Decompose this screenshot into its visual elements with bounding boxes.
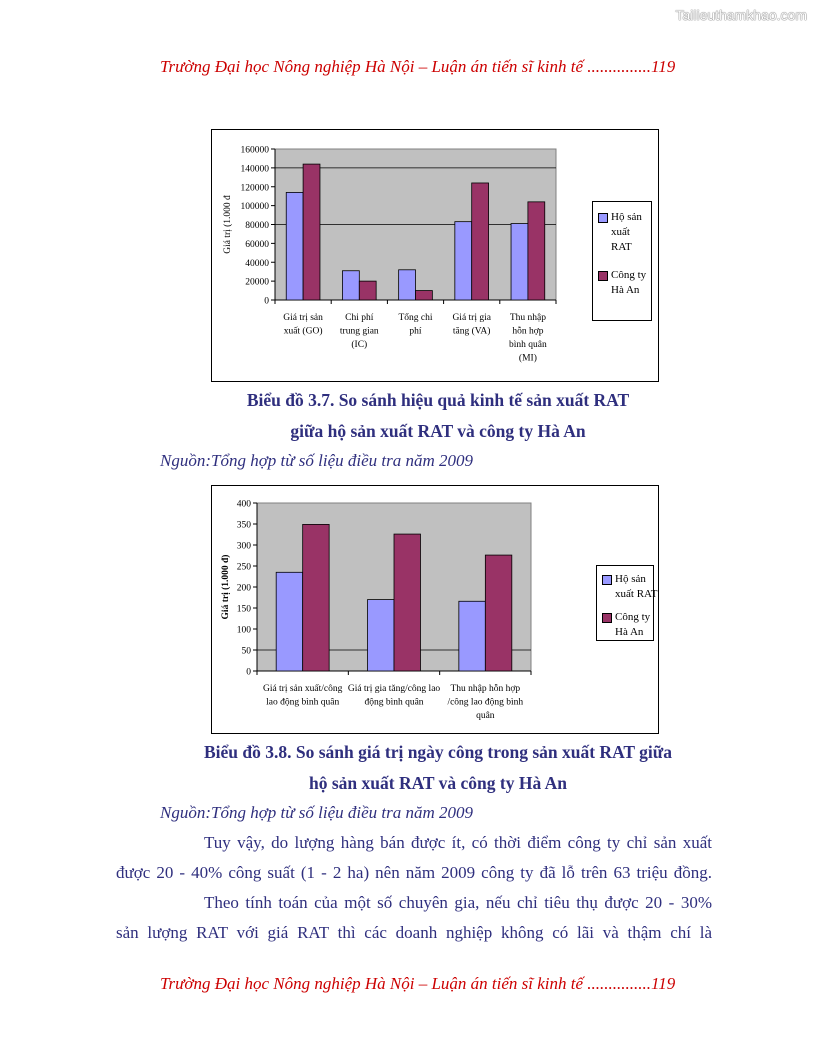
x-category-label: Giá trị gia tăng/công lao <box>348 684 441 694</box>
chart-3-8-svg: 0 50 100 150 200 250 300 350 400 Giá trị (1.000 đ… <box>220 500 532 721</box>
bar-cong-ty <box>302 524 330 672</box>
body-paragraph-1: Tuy vậy, do lượng hàng bán được ít, có t… <box>116 828 712 888</box>
bar-ho-san-xuat <box>285 192 304 301</box>
bar-cong-ty <box>471 182 489 301</box>
x-category-label: Giá trị gia <box>452 313 491 323</box>
legend-label: Công ty Hà An <box>615 611 651 638</box>
legend-swatch <box>602 575 612 585</box>
y-tick-label: 160000 <box>241 146 270 156</box>
watermark: Tailieuthamkhao.com <box>675 7 807 23</box>
y-tick-label: 140000 <box>241 164 270 174</box>
bar-cong-ty <box>527 201 546 301</box>
y-tick-label: 150 <box>237 605 252 615</box>
chart-figure-3-8: 0 50 100 150 200 250 300 350 400 Giá trị (1.000 đ… <box>211 485 659 734</box>
y-tick-label: 0 <box>246 668 251 678</box>
bar-cong-ty <box>415 290 433 301</box>
figure-3-8-caption-line1: Biểu đồ 3.8. So sánh giá trị ngày công t… <box>203 742 672 762</box>
bar-cong-ty <box>302 163 321 301</box>
chart-3-7-svg: 0 20000 40000 60000 80000 100000 120000 140000 1… <box>222 146 557 364</box>
y-tick-label: 350 <box>237 521 252 531</box>
y-tick-label: 200 <box>237 584 252 594</box>
body-paragraph-1-line-2: được 20 - 40% công suất (1 - 2 ha) nên n… <box>116 863 712 882</box>
chart-3-8-legend: Hộ sản xuất RAT Công ty Hà An <box>596 565 657 641</box>
bar-ho-san-xuat <box>510 223 529 301</box>
figure-3-7-caption-line1: Biểu đồ 3.7. So sánh hiệu quả kinh tế sả… <box>246 390 630 410</box>
figure-3-7-caption-line2: giữa hộ sản xuất RAT và công ty Hà An <box>290 421 586 441</box>
bar-ho-san-xuat <box>342 270 360 301</box>
legend-swatch <box>602 613 612 623</box>
bar-ho-san-xuat <box>458 600 486 672</box>
x-category-label: tăng (VA) <box>453 326 491 337</box>
x-category-label: Chi phí <box>345 313 374 323</box>
figure-3-7-source: Nguồn:Tổng hợp từ số liệu điều tra năm 2… <box>160 451 474 470</box>
figure-3-8-caption-line2: hộ sản xuất RAT và công ty Hà An <box>308 773 567 793</box>
x-category-label: xuất (GO) <box>284 326 323 337</box>
chart-3-7-legend: Hộ sản xuất RAT Công ty Hà An <box>592 201 652 321</box>
y-axis-label: Giá trị (1.000 đ <box>222 195 233 254</box>
x-category-label: Thu nhập <box>510 313 546 323</box>
x-category-label: Giá trị sản xuất/công <box>263 683 343 694</box>
bar-ho-san-xuat <box>367 599 395 672</box>
x-category-label: trung gian <box>340 327 379 337</box>
bar-ho-san-xuat <box>275 571 304 672</box>
y-tick-label: 50 <box>242 647 252 657</box>
x-category-label: bình quân <box>509 340 547 350</box>
x-category-label: lao động bình quân <box>266 698 339 708</box>
legend-label: Hộ sản xuất RAT <box>615 573 658 600</box>
figure-3-8-source: Nguồn:Tổng hợp từ số liệu điều tra năm 2… <box>160 803 474 822</box>
x-category-label: /công lao động bình <box>447 698 523 708</box>
bar-cong-ty <box>393 533 421 672</box>
y-tick-label: 100 <box>237 626 252 636</box>
legend-swatch <box>598 271 608 281</box>
legend-swatch <box>598 213 608 223</box>
y-tick-label: 0 <box>264 297 269 307</box>
bar-cong-ty <box>484 554 513 672</box>
y-tick-label: 400 <box>237 500 252 510</box>
legend-label: Hộ sản xuất RAT <box>611 211 642 253</box>
x-category-label: Tổng chi <box>398 312 432 323</box>
running-footer: Trường Đại học Nông nghiệp Hà Nội – Luận… <box>160 974 676 993</box>
y-tick-label: 60000 <box>245 240 269 250</box>
x-category-label: hỗn hợp <box>512 326 543 337</box>
bar-ho-san-xuat <box>454 221 473 301</box>
x-category-label: Thu nhập hỗn hợp <box>450 683 520 694</box>
y-tick-label: 120000 <box>241 183 270 193</box>
bar-cong-ty <box>358 280 377 301</box>
x-category-label: (IC) <box>351 339 367 350</box>
running-header: Trường Đại học Nông nghiệp Hà Nội – Luận… <box>160 57 676 76</box>
legend-label: Công ty Hà An <box>611 269 647 296</box>
y-tick-label: 100000 <box>241 202 270 212</box>
x-category-label: (MI) <box>519 353 537 364</box>
x-category-label: động bình quân <box>364 698 423 708</box>
chart-figure-3-7: 0 20000 40000 60000 80000 100000 120000 140000 1… <box>211 129 659 382</box>
body-paragraph-2: Theo tính toán của một số chuyên gia, nế… <box>116 888 712 948</box>
body-paragraph-2-line-1: Theo tính toán của một số chuyên gia, nế… <box>204 893 712 912</box>
x-category-label: Giá trị sản <box>283 313 323 323</box>
y-tick-label: 80000 <box>245 221 269 231</box>
x-category-label: quân <box>476 711 495 721</box>
body-paragraph-1-line-1: Tuy vậy, do lượng hàng bán được ít, có t… <box>204 833 712 852</box>
y-tick-label: 300 <box>237 542 252 552</box>
x-category-label: phí <box>409 327 422 337</box>
y-tick-label: 20000 <box>245 278 269 288</box>
bar-ho-san-xuat <box>398 269 416 301</box>
y-tick-label: 40000 <box>245 259 269 269</box>
y-tick-label: 250 <box>237 563 252 573</box>
body-paragraph-2-line-2: sản lượng RAT với giá RAT thì các doanh … <box>116 923 712 942</box>
y-axis-label: Giá trị (1.000 đ) <box>220 555 231 620</box>
